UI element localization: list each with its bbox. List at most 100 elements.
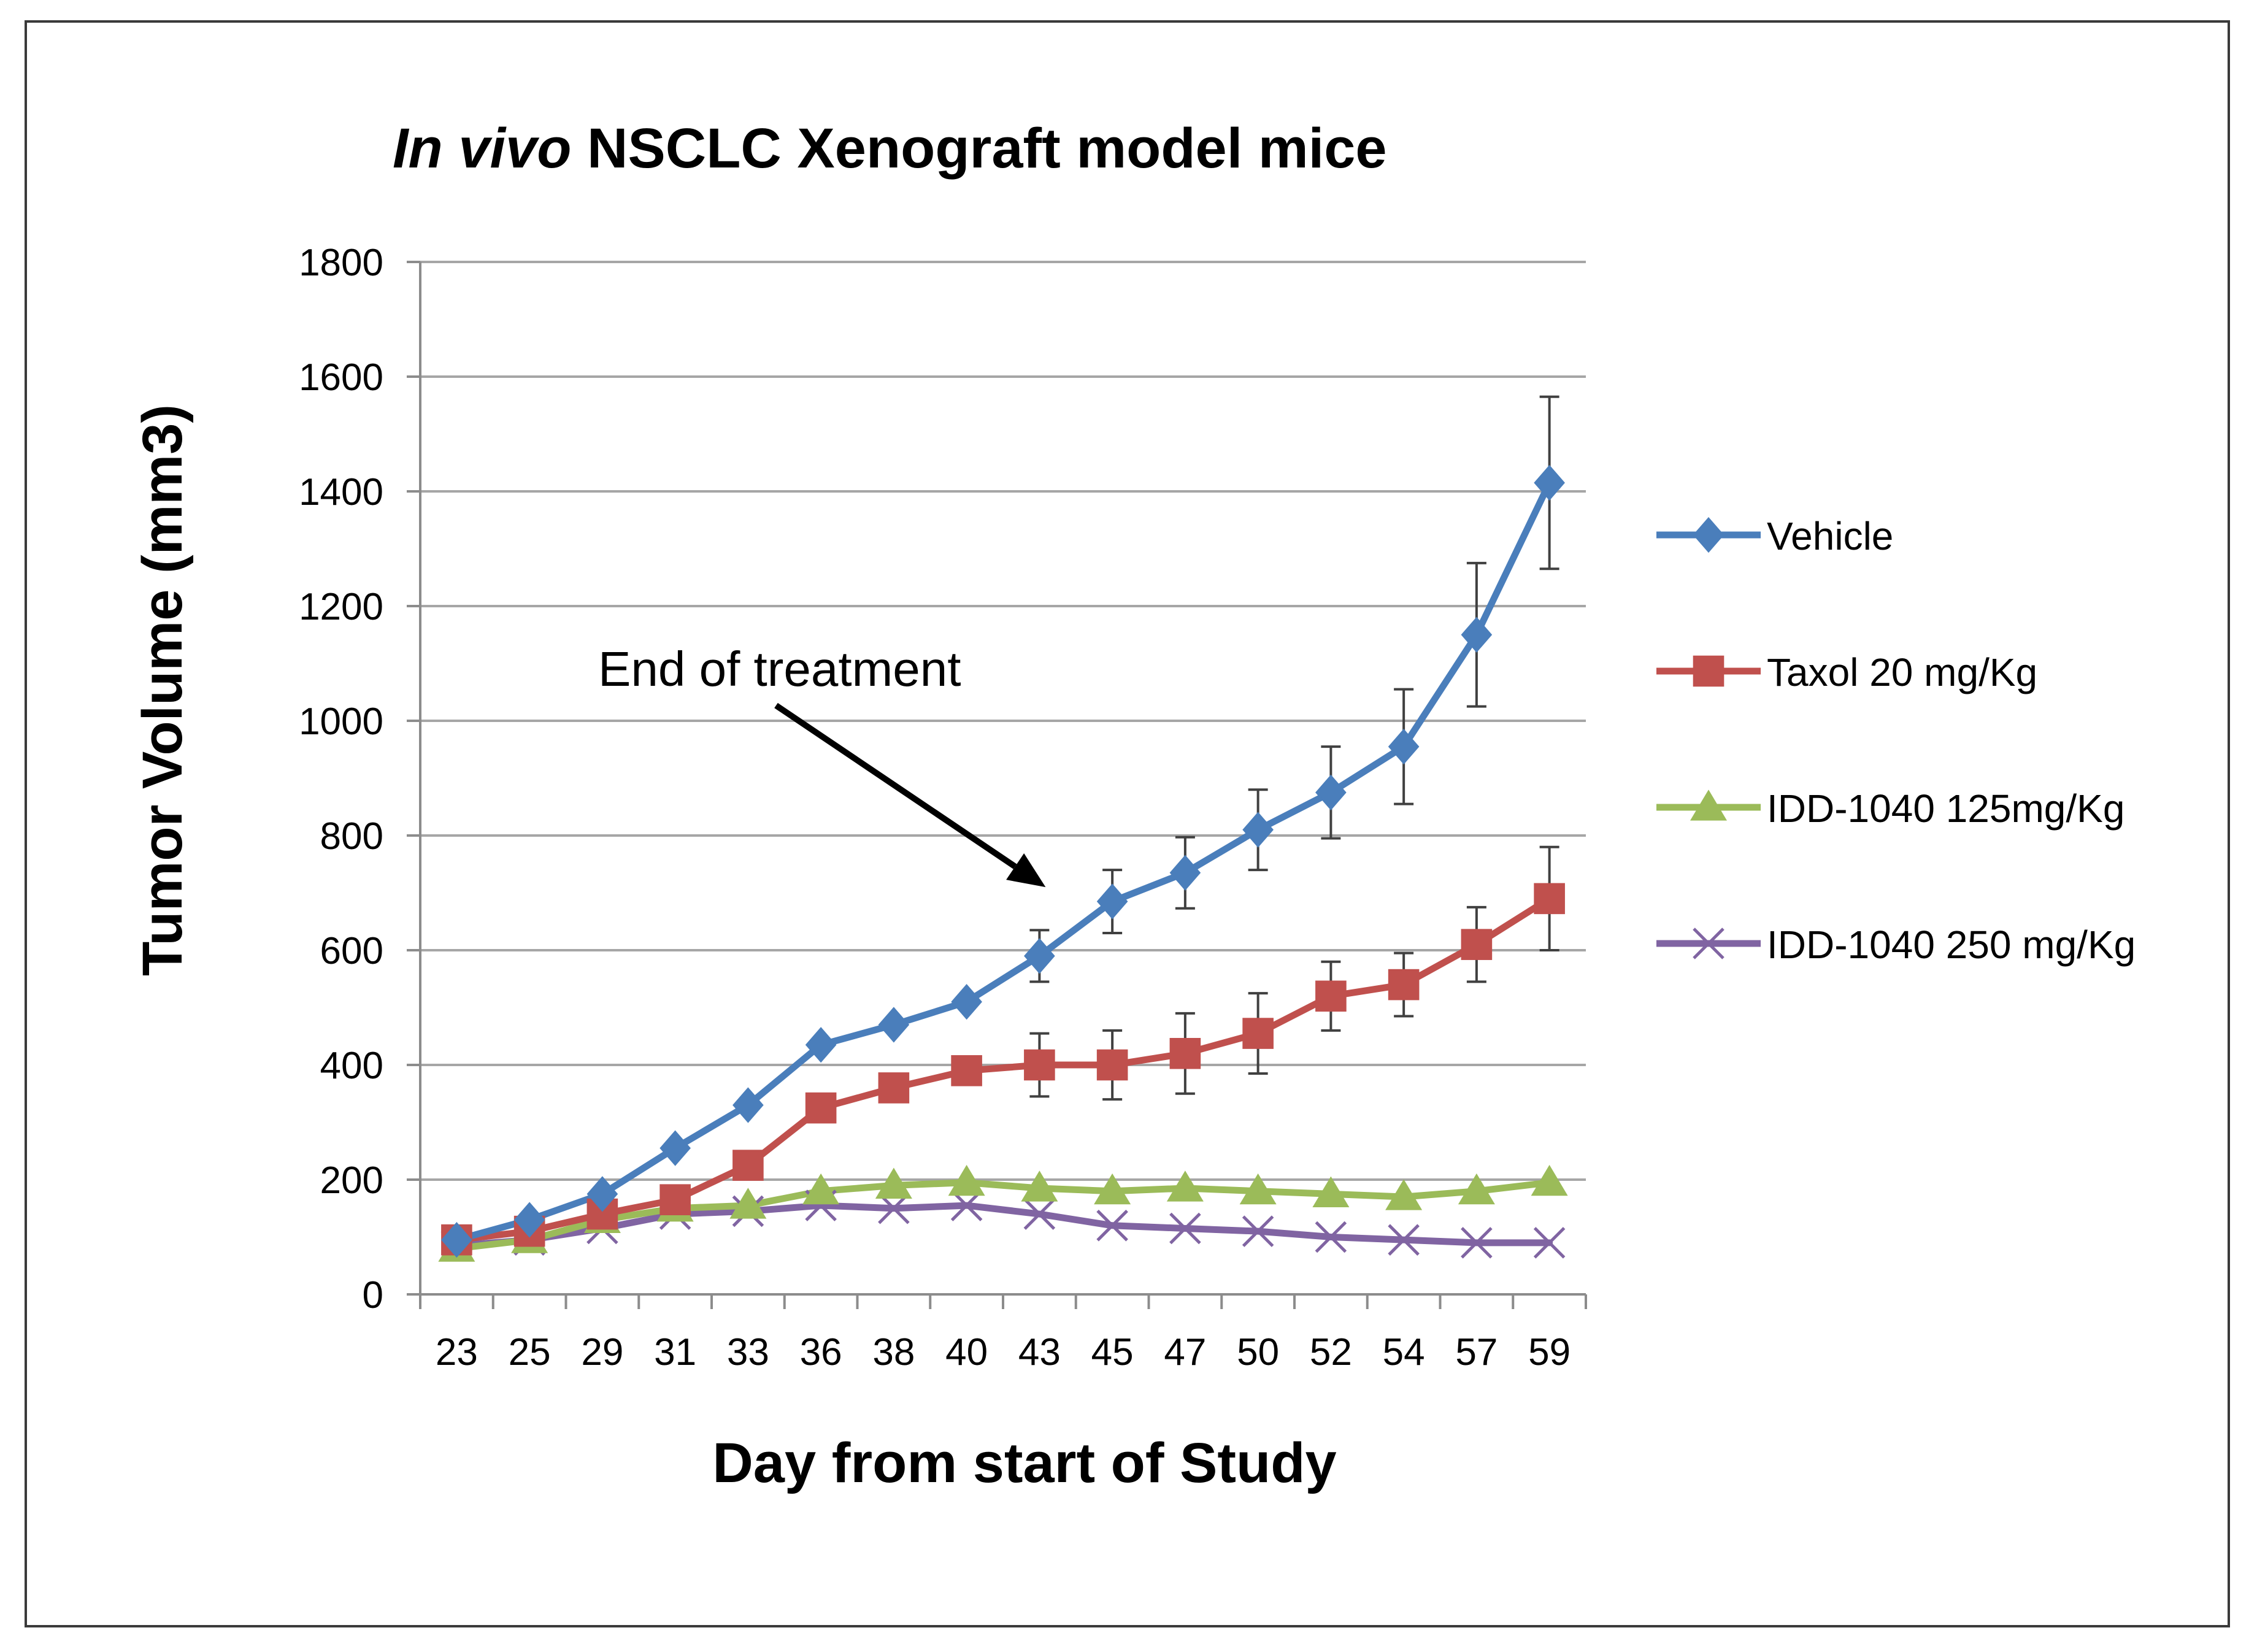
chart-title: In vivo NSCLC Xenograft model mice	[393, 117, 1620, 190]
marker-x-stroke	[1388, 1224, 1420, 1256]
data-point	[1021, 1170, 1058, 1202]
legend-label: IDD-1040 125mg/Kg	[1767, 786, 2124, 831]
data-point	[948, 1164, 985, 1196]
annotation-text: End of treatment	[598, 642, 961, 696]
legend-item: Taxol 20 mg/Kg	[1656, 650, 2037, 694]
legend-label: Taxol 20 mg/Kg	[1767, 650, 2037, 694]
data-point	[802, 1173, 840, 1205]
data-point	[1388, 728, 1420, 765]
series-line	[453, 895, 1553, 1243]
x-tick-label: 23	[436, 1331, 478, 1373]
data-point	[1315, 774, 1347, 810]
marker-x-stroke	[1461, 1227, 1493, 1259]
data-point	[878, 1072, 910, 1104]
data-point	[1096, 1049, 1128, 1081]
marker-x-stroke	[1533, 1227, 1566, 1259]
chart-title-text: NSCLC Xenograft model mice	[571, 117, 1387, 180]
data-point	[1096, 1210, 1128, 1242]
marker-x-stroke	[1096, 1210, 1128, 1242]
legend-item: IDD-1040 125mg/Kg	[1656, 786, 2124, 831]
data-point	[1023, 1198, 1056, 1230]
data-point	[1024, 938, 1055, 974]
y-tick-label: 0	[363, 1274, 383, 1316]
data-point	[875, 1167, 912, 1199]
marker-x-stroke	[1315, 1221, 1347, 1253]
x-tick-label: 45	[1091, 1331, 1134, 1373]
series-line	[453, 1202, 1553, 1250]
x-tick-label: 36	[800, 1331, 842, 1373]
data-point	[1461, 929, 1493, 960]
data-point	[1166, 1170, 1204, 1202]
legend-marker	[1693, 928, 1724, 959]
y-tick-label: 600	[320, 930, 383, 972]
series-markers	[438, 464, 1568, 1262]
y-tick-labels: 0 200 400 600 800 1000 1200 1400 1600 1800	[299, 242, 383, 1316]
data-point	[513, 1202, 545, 1238]
data-point	[1385, 1179, 1423, 1210]
data-point	[1024, 1049, 1055, 1081]
y-tick-label: 1400	[299, 471, 383, 513]
x-tick-label: 52	[1310, 1331, 1352, 1373]
annotation-arrow-head	[1006, 853, 1046, 888]
data-point	[1458, 1173, 1495, 1205]
x-tick-label: 50	[1237, 1331, 1279, 1373]
x-axis-label: Day from start of Study	[712, 1432, 1337, 1494]
legend-marker	[1693, 655, 1724, 687]
x-tick-label: 25	[509, 1331, 551, 1373]
data-point	[1533, 1227, 1566, 1259]
marker-x-stroke	[1023, 1198, 1056, 1230]
marker-x-stroke	[1693, 928, 1724, 959]
series-line	[453, 479, 1553, 1243]
legend-label: IDD-1040 250 mg/Kg	[1767, 923, 2136, 967]
data-point	[1242, 1215, 1274, 1247]
data-point	[1094, 1173, 1131, 1205]
marker-x-stroke	[1169, 1212, 1201, 1245]
x-tick-label: 29	[581, 1331, 623, 1373]
data-point	[878, 1007, 910, 1043]
y-tick-label: 1600	[299, 356, 383, 399]
data-point	[1388, 969, 1420, 1001]
y-tick-label: 1800	[299, 242, 383, 284]
x-tick-label: 59	[1528, 1331, 1571, 1373]
data-point	[1239, 1173, 1277, 1205]
data-point	[1315, 980, 1347, 1012]
data-point	[586, 1176, 618, 1212]
data-point	[805, 1027, 837, 1063]
y-tick-label: 200	[320, 1159, 383, 1202]
legend-label: Vehicle	[1767, 514, 1893, 558]
data-point	[1242, 1018, 1274, 1049]
y-axis-label: Tumor Volume (mm3)	[131, 404, 194, 976]
x-tick-label: 31	[654, 1331, 696, 1373]
data-point	[1169, 1038, 1201, 1069]
data-point	[1461, 617, 1493, 653]
axes	[407, 261, 1587, 1309]
x-tick-label: 47	[1164, 1331, 1206, 1373]
x-tick-label: 57	[1455, 1331, 1498, 1373]
data-point	[1312, 1176, 1350, 1207]
legend-item: Vehicle	[1656, 514, 1893, 558]
data-point	[732, 1087, 764, 1123]
y-tick-label: 400	[320, 1045, 383, 1087]
figure-frame	[25, 20, 2230, 1627]
annotation-arrow-shaft	[774, 702, 1017, 869]
data-point	[951, 1055, 982, 1086]
data-point	[1242, 812, 1274, 848]
data-point	[659, 1184, 691, 1216]
data-point	[1315, 1221, 1347, 1253]
data-point	[729, 1188, 767, 1219]
x-tick-label: 54	[1383, 1331, 1425, 1373]
x-tick-label: 43	[1018, 1331, 1061, 1373]
chart-title-italic: In vivo	[393, 117, 572, 180]
y-tick-label: 800	[320, 815, 383, 858]
data-point	[659, 1130, 691, 1166]
grid-lines	[420, 261, 1586, 1181]
error-bars	[1029, 395, 1559, 1101]
legend-marker	[1690, 790, 1727, 821]
series-line	[453, 1179, 1553, 1252]
data-point	[805, 1092, 837, 1124]
x-tick-label: 33	[727, 1331, 769, 1373]
data-point	[1096, 883, 1128, 920]
data-point	[441, 1222, 472, 1258]
x-tick-label: 40	[945, 1331, 988, 1373]
